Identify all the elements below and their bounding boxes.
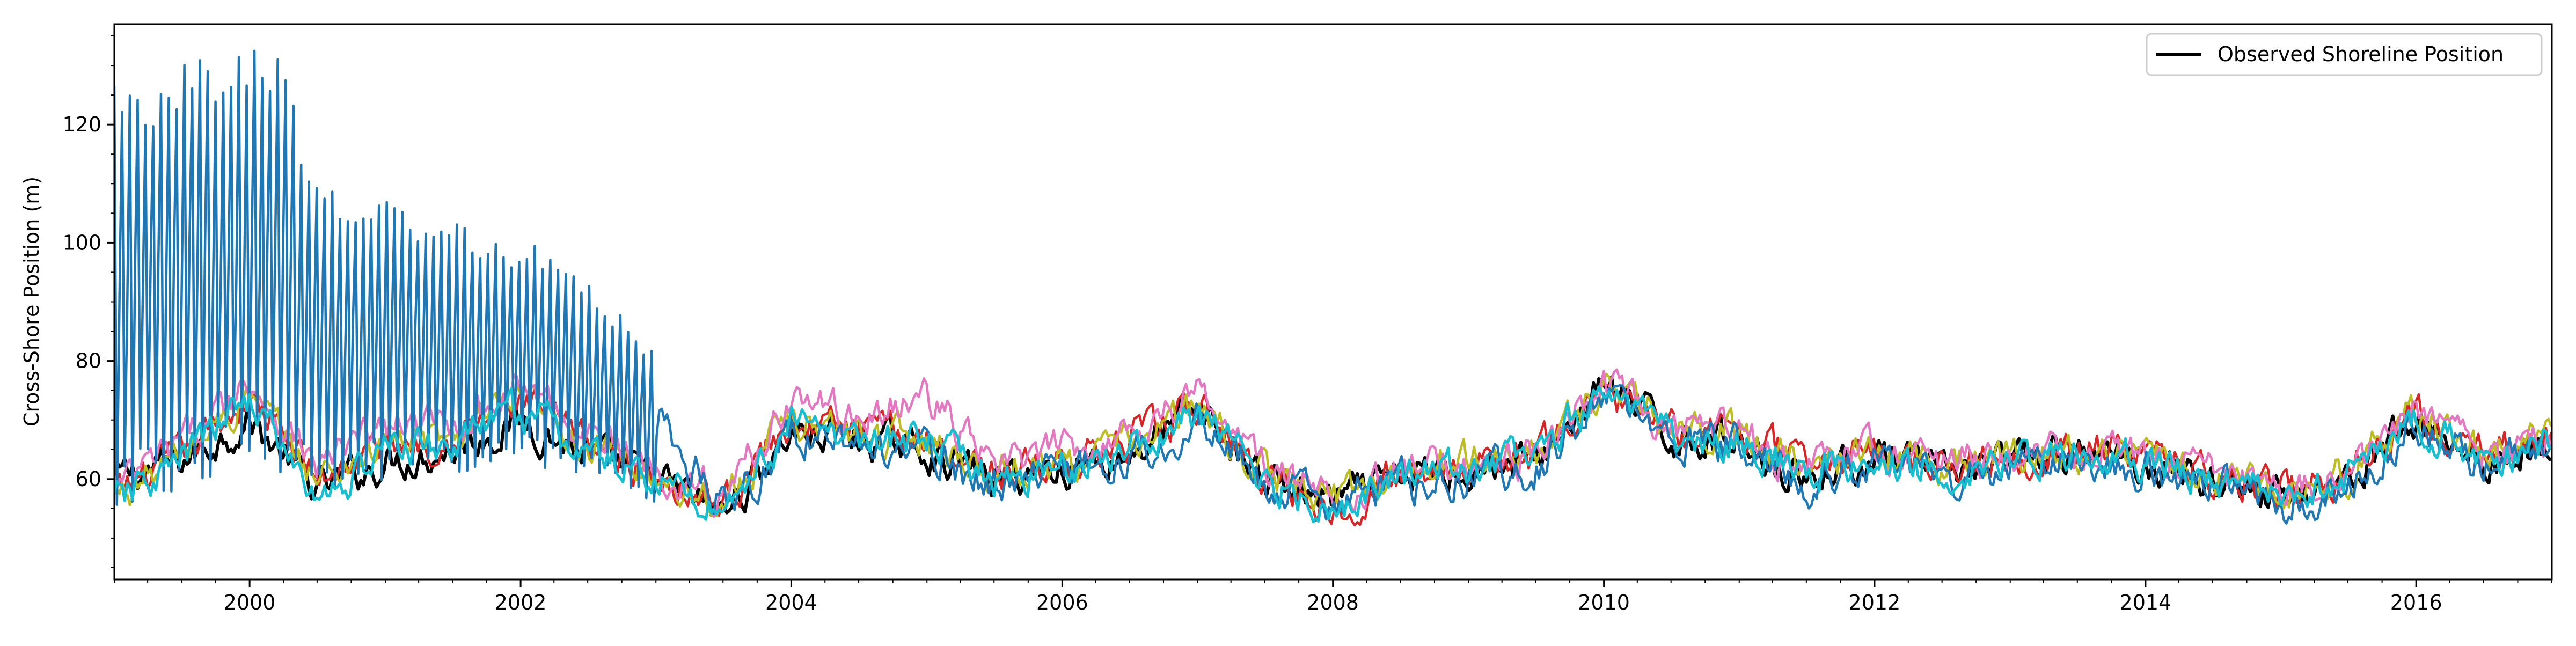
x-tick-label: 2016: [2390, 591, 2442, 614]
x-tick-label: 2006: [1036, 591, 1088, 614]
y-axis: 60 80 100 120: [62, 35, 114, 568]
series-line-model-series-5: [114, 385, 2552, 524]
y-tick-label: 120: [62, 113, 101, 136]
x-tick-label: 2000: [224, 591, 276, 614]
y-tick-label: 80: [76, 349, 101, 373]
x-tick-label: 2010: [1578, 591, 1630, 614]
x-tick-label: 2012: [1849, 591, 1901, 614]
x-tick-label: 2008: [1307, 591, 1359, 614]
x-tick-label: 2014: [2120, 591, 2172, 614]
legend-label-observed: Observed Shoreline Position: [2218, 42, 2504, 66]
series-layer: [114, 49, 2552, 527]
series-line-model-series-4: [114, 49, 2552, 525]
legend: Observed Shoreline Position: [2146, 33, 2543, 76]
y-tick-label: 100: [62, 231, 101, 254]
legend-box: [2146, 33, 2543, 76]
y-axis-label: Cross-Shore Position (m): [20, 177, 43, 427]
x-tick-label: 2004: [765, 591, 817, 614]
x-tick-label: 2002: [495, 591, 547, 614]
x-axis: 2000 2002 2004 2006 2008 2010 2012 2014 2016: [114, 579, 2552, 614]
y-tick-label: 60: [76, 467, 101, 491]
